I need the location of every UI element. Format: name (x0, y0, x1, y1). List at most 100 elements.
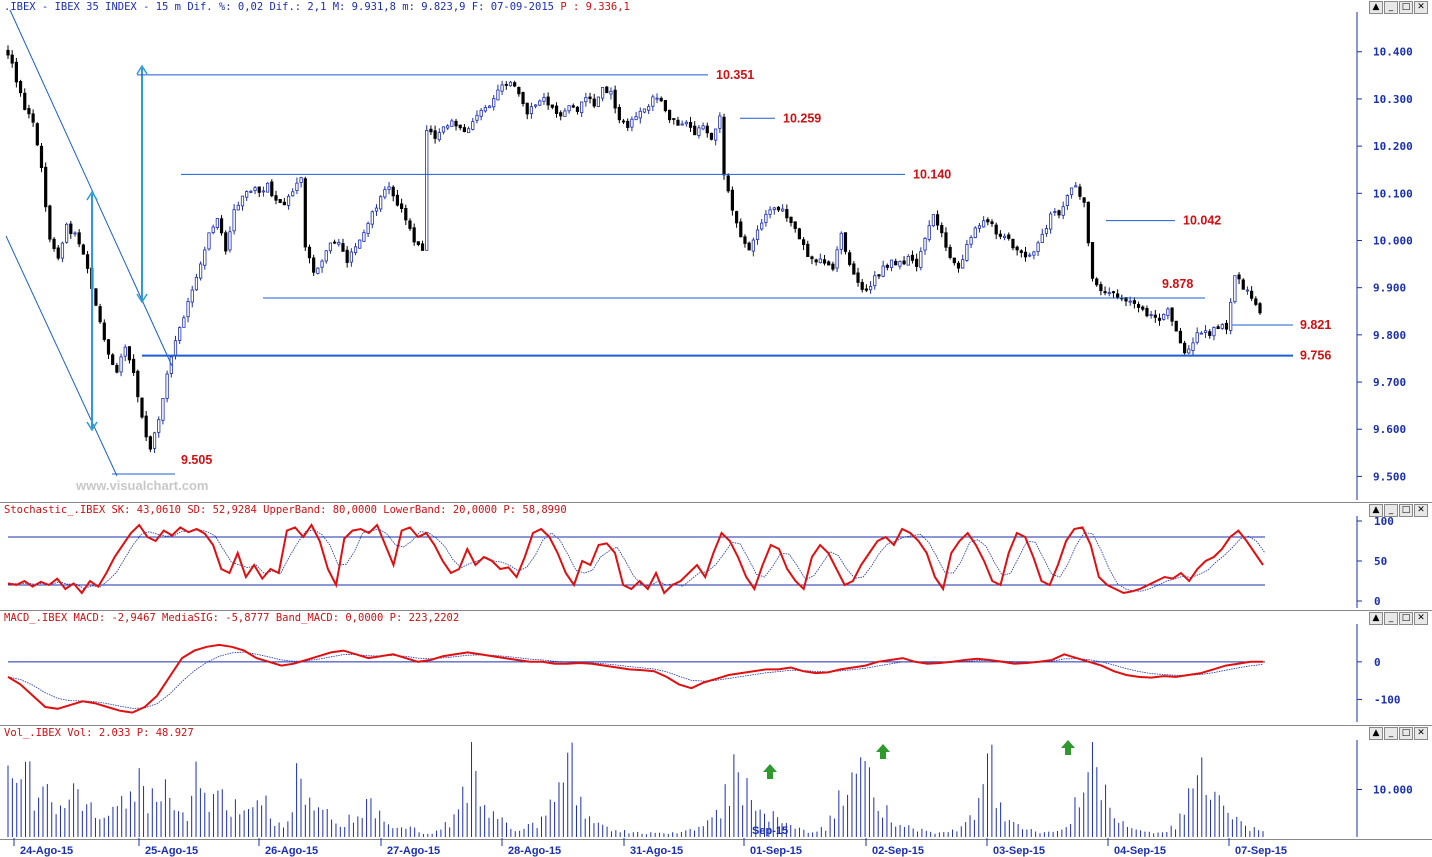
minimize-icon[interactable]: _ (1384, 727, 1398, 740)
candle-body (1036, 242, 1040, 252)
candle-body (1065, 195, 1069, 206)
x-tick-label: 27-Ago-15 (387, 845, 440, 857)
stochastic-pane[interactable]: Stochastic_.IBEX SK: 43,0610 SD: 52,9284… (0, 503, 1432, 610)
candle-body (588, 96, 592, 100)
restore-icon[interactable]: □ (1399, 727, 1413, 740)
candle-body (186, 301, 190, 318)
candle-body (550, 104, 554, 108)
candle-body (772, 207, 776, 211)
candle-body (433, 130, 437, 139)
pane-divider-4 (0, 839, 1432, 840)
close-icon[interactable]: ✕ (1414, 1, 1428, 14)
maximize-icon[interactable]: ▲ (1369, 727, 1383, 740)
vol-overlay-label: Sep-15 (752, 825, 788, 837)
candle-body (1032, 251, 1036, 256)
pane-divider-3[interactable] (0, 725, 1432, 726)
candle-body (734, 211, 739, 224)
candle-body (479, 109, 483, 117)
price-pane[interactable]: .IBEX - IBEX 35 INDEX - 15 m Dif. %: 0,0… (0, 0, 1432, 502)
minimize-icon[interactable]: _ (1384, 612, 1398, 625)
price-y-tick-label: 10.300 (1373, 93, 1413, 106)
candle-body (190, 289, 194, 303)
close-icon[interactable]: ✕ (1414, 612, 1428, 625)
candle-body (580, 101, 584, 114)
candle-body (345, 249, 349, 263)
candle-body (797, 228, 801, 240)
candle-body (1195, 332, 1199, 343)
candle-body (425, 130, 429, 251)
candle-body (458, 124, 462, 129)
pane-divider-1[interactable] (0, 502, 1432, 503)
candle-body (358, 239, 362, 249)
measure-arrow-heads-2 (136, 64, 148, 304)
candle-body (1116, 293, 1120, 298)
candle-body (676, 119, 680, 126)
candle-body (672, 118, 676, 120)
volume-price: P: 48.927 (136, 727, 194, 739)
level-label-10.259: 10.259 (783, 111, 821, 125)
candle-body (420, 243, 425, 251)
candle-body (219, 218, 224, 234)
candle-body (626, 120, 630, 128)
restore-icon[interactable]: □ (1399, 612, 1413, 625)
candle-body (320, 260, 324, 268)
candle-body (395, 194, 400, 206)
close-icon[interactable]: ✕ (1414, 727, 1428, 740)
minimize-icon[interactable]: _ (1384, 1, 1398, 14)
candle-body (1082, 197, 1086, 203)
candle-body (776, 206, 781, 211)
candle-body (827, 261, 831, 266)
candle-body (584, 97, 588, 103)
price-y-tick-label: 10.200 (1373, 140, 1413, 153)
volume-pane[interactable]: Vol_.IBEX Vol: 2.033 P: 48.927 ▲ _ □ ✕ (0, 726, 1432, 839)
pane-divider-2[interactable] (0, 610, 1432, 611)
candle-body (215, 218, 219, 229)
stoch-sk-line (7, 523, 1264, 595)
candle-body (864, 288, 868, 291)
candle-body (337, 242, 341, 245)
candle-body (496, 89, 500, 101)
candle-body (140, 397, 144, 418)
restore-icon[interactable]: □ (1399, 504, 1413, 517)
close-icon[interactable]: ✕ (1414, 504, 1428, 517)
restore-icon[interactable]: □ (1399, 1, 1413, 14)
maximize-icon[interactable]: ▲ (1369, 1, 1383, 14)
candle-body (990, 221, 994, 225)
maximize-icon[interactable]: ▲ (1369, 612, 1383, 625)
candle-body (1145, 307, 1149, 317)
candle-body (927, 225, 931, 240)
candle-body (956, 262, 961, 269)
candle-body (182, 317, 186, 328)
maximize-icon[interactable]: ▲ (1369, 504, 1383, 517)
macd-header: MACD_.IBEX MACD: -2,9467 MediaSIG: -5,87… (4, 612, 459, 624)
macd-label: MACD_.IBEX MACD: -2,9467 MediaSIG: -5,87… (4, 612, 384, 624)
candle-body (831, 263, 835, 270)
green-arrow-icon (876, 744, 890, 759)
candle-body (822, 259, 827, 264)
candle-body (1183, 342, 1187, 354)
level-label-9.878: 9.878 (1162, 277, 1193, 291)
candle-body (224, 232, 228, 252)
candle-body (1015, 246, 1019, 251)
candle-body (513, 82, 517, 87)
x-tick-label: 24-Ago-15 (20, 845, 73, 857)
candle-body (412, 227, 416, 243)
candle-body (23, 92, 27, 110)
candle-body (471, 121, 475, 130)
candle-body (106, 339, 111, 355)
candle-body (868, 285, 873, 291)
minimize-icon[interactable]: _ (1384, 504, 1398, 517)
candle-body (1128, 300, 1132, 303)
candle-body (379, 196, 383, 210)
candle-body (986, 219, 990, 223)
candle-body (982, 220, 986, 228)
candle-body (111, 354, 115, 365)
candle-body (441, 126, 446, 133)
level-label-10.042: 10.042 (1183, 214, 1221, 228)
candle-body (6, 49, 10, 56)
candle-body (199, 263, 203, 279)
macd-pane[interactable]: MACD_.IBEX MACD: -2,9467 MediaSIG: -5,87… (0, 611, 1432, 725)
candle-body (659, 97, 663, 102)
x-tick-label: 28-Ago-15 (508, 845, 561, 857)
